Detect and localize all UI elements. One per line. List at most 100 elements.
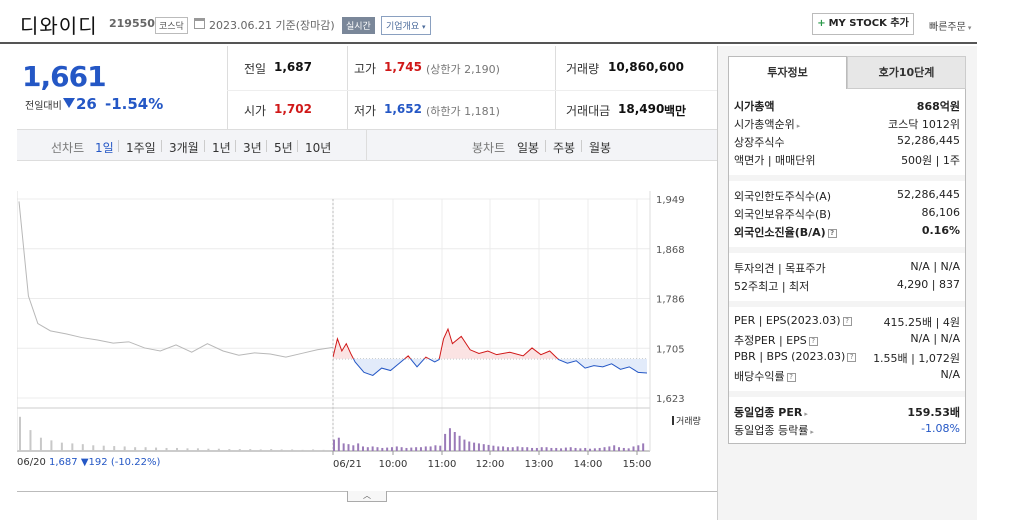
price-chart[interactable]: 1,949 1,868 1,786 1,705 1,623 06/21 10:00 11:00…: [17, 161, 717, 491]
volume-bar: [333, 439, 335, 451]
info-key: 외국인소진율(B/A)?: [734, 224, 837, 240]
period-1year-tab[interactable]: 1년: [212, 141, 231, 155]
realtime-badge[interactable]: 실시간: [342, 17, 375, 34]
volume-bar: [555, 447, 558, 451]
volume-bar: [342, 443, 345, 451]
volume-bar: [622, 447, 625, 451]
volume-bar: [405, 447, 408, 451]
volume-bar: [81, 444, 84, 451]
volume-bar: [473, 442, 476, 451]
help-icon[interactable]: ?: [808, 337, 818, 346]
volume-bar: [419, 447, 422, 451]
tab-investment-info[interactable]: 투자정보: [728, 56, 847, 89]
prev-day-pct: (-10.22%): [110, 457, 161, 468]
price-summary: 1,661 전일대비 26 -1.54% 전일 1,687 시가 1,702 고…: [17, 46, 717, 130]
period-5year-tab[interactable]: 5년: [274, 141, 293, 155]
volume-bar: [381, 447, 384, 451]
volume-bar: [569, 447, 572, 451]
calendar-icon: [194, 18, 205, 29]
volume-bar: [424, 446, 427, 451]
volume-bar: [589, 448, 592, 451]
help-icon[interactable]: ?: [827, 229, 837, 238]
today-price-line-up: [333, 327, 559, 359]
volume-bar: [540, 447, 543, 451]
volume-bar: [29, 430, 32, 451]
volume-bar: [376, 447, 379, 451]
volume-bar: [492, 445, 495, 451]
volume-bar: [186, 448, 189, 451]
volume-bar: [598, 447, 601, 451]
stock-header: 디와이디 219550 코스닥 2023.06.21 기준(장마감) 실시간 기…: [0, 0, 977, 44]
chevron-up-icon[interactable]: ︿: [347, 491, 387, 502]
volume-bar: [322, 449, 325, 451]
volume-bar: [238, 449, 241, 451]
period-1week-tab[interactable]: 1주일: [126, 141, 156, 155]
high-label: 고가: [354, 62, 377, 76]
info-row: PBR | BPS (2023.03)? 1.55배 | 1,072원: [734, 350, 960, 368]
quick-order-button[interactable]: 빠른주문 ▾: [929, 18, 971, 33]
volume-bar: [477, 443, 480, 451]
current-price: 1,661: [22, 60, 107, 93]
volume-bar: [39, 437, 42, 451]
company-overview-button[interactable]: 기업개요 ▾: [381, 16, 431, 35]
info-key: 외국인보유주식수(B): [734, 208, 832, 221]
date-value: 2023.06.21: [209, 19, 272, 32]
info-value: N/A: [940, 368, 960, 381]
info-key: 52주최고 | 최저: [734, 280, 810, 293]
info-row: 외국인소진율(B/A)? 0.16%: [734, 224, 960, 242]
period-1day-tab[interactable]: 1일: [95, 141, 114, 155]
info-key-text: PER | EPS(2023.03): [734, 314, 841, 327]
prev-day-change: ▼192: [80, 457, 108, 468]
company-overview-label: 기업개요: [386, 22, 420, 32]
today-price-line-down: [352, 358, 647, 376]
help-icon[interactable]: ?: [842, 317, 852, 326]
volume-bar: [618, 447, 621, 451]
candle-weekly-tab[interactable]: 주봉: [553, 141, 576, 155]
divider: [227, 46, 228, 130]
y-tick-label: 1,786: [656, 295, 685, 306]
help-icon[interactable]: ?: [786, 373, 796, 382]
volume-bar: [574, 447, 577, 451]
change-label: 전일대비: [25, 101, 62, 112]
volume-bar: [155, 447, 158, 451]
period-10year-tab[interactable]: 10년: [305, 141, 332, 155]
volume-bar: [395, 446, 398, 451]
info-value: 4,290 | 837: [896, 278, 960, 291]
help-icon[interactable]: ?: [847, 353, 857, 362]
volume-bar: [366, 447, 369, 451]
x-tick-label: 15:00: [623, 459, 652, 470]
info-value: N/A | N/A: [910, 260, 960, 273]
volume-bar: [627, 448, 630, 451]
info-key[interactable]: 동일업종 등락률 ▸: [734, 422, 814, 438]
candle-daily-tab[interactable]: 일봉: [517, 141, 540, 155]
volume-bar: [429, 446, 432, 451]
divider: [235, 140, 236, 152]
divider: [347, 46, 348, 130]
volume-bar: [134, 447, 137, 451]
info-key[interactable]: 시가총액순위 ▸: [734, 116, 800, 132]
my-stock-add-button[interactable]: + MY STOCK 추가: [812, 13, 914, 35]
section-gap: [729, 301, 965, 307]
low-value: 1,652: [384, 102, 422, 116]
info-key: PER | EPS(2023.03)?: [734, 314, 852, 327]
info-key-text: 외국인소진율(B/A): [734, 226, 826, 239]
info-key[interactable]: 동일업종 PER ▸: [734, 404, 808, 420]
info-key: 시가총액: [734, 100, 775, 113]
period-3month-tab[interactable]: 3개월: [169, 141, 199, 155]
info-row: 투자의견 | 목표주가 N/A | N/A: [734, 260, 960, 278]
divider: [545, 140, 546, 152]
volume-bar: [511, 447, 514, 451]
x-tick-label: 10:00: [379, 459, 408, 470]
my-stock-label: MY STOCK 추가: [828, 18, 909, 29]
volume-bar: [386, 447, 389, 451]
divider: [366, 130, 367, 161]
info-value: 86,106: [921, 206, 961, 219]
volume-bar: [312, 449, 315, 451]
info-row: 상장주식수 52,286,445: [734, 134, 960, 152]
tab-order-book[interactable]: 호가10단계: [847, 56, 966, 89]
candle-monthly-tab[interactable]: 월봉: [589, 141, 612, 155]
chart-canvas[interactable]: 1,949 1,868 1,786 1,705 1,623 06/21 10:00 11:00…: [17, 161, 717, 491]
volume-bar: [113, 446, 116, 451]
period-3year-tab[interactable]: 3년: [243, 141, 262, 155]
info-row: 배당수익률? N/A: [734, 368, 960, 386]
